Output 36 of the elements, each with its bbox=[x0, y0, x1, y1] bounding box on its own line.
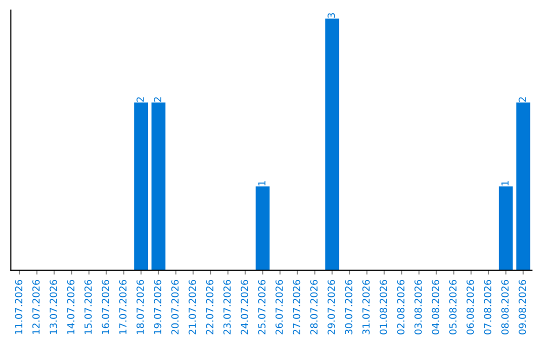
x-tick-label: 01.08.2026 bbox=[380, 280, 388, 334]
x-tick-label: 09.08.2026 bbox=[518, 280, 526, 334]
x-tick-label: 16.07.2026 bbox=[102, 280, 110, 334]
x-tick-label: 15.07.2026 bbox=[84, 280, 92, 334]
x-tick-label: 12.07.2026 bbox=[32, 280, 40, 334]
x-tick-label: 28.07.2026 bbox=[310, 280, 318, 334]
x-tick-label: 20.07.2026 bbox=[171, 280, 179, 334]
x-tick-label: 04.08.2026 bbox=[432, 280, 440, 334]
data-label: 2 bbox=[518, 97, 526, 102]
x-tick-label: 30.07.2026 bbox=[344, 280, 352, 334]
x-tick-label: 06.08.2026 bbox=[466, 280, 474, 334]
x-tick-label: 05.08.2026 bbox=[449, 280, 457, 334]
x-tick-label: 22.07.2026 bbox=[206, 280, 214, 334]
x-tick-label: 27.07.2026 bbox=[292, 280, 300, 334]
x-tick-label: 11.07.2026 bbox=[14, 280, 22, 334]
x-tick-label: 19.07.2026 bbox=[154, 280, 162, 334]
x-tick-label: 13.07.2026 bbox=[50, 280, 58, 334]
x-tick-label: 07.08.2026 bbox=[484, 280, 492, 334]
data-label: 1 bbox=[258, 181, 266, 186]
x-tick-label: 02.08.2026 bbox=[397, 280, 404, 334]
x-tick-label: 29.07.2026 bbox=[328, 280, 335, 334]
x-tick-label: 24.07.2026 bbox=[240, 280, 248, 334]
data-label: 2 bbox=[136, 97, 144, 102]
data-label: 2 bbox=[154, 97, 162, 102]
x-tick-label: 31.07.2026 bbox=[362, 280, 370, 334]
data-label: 3 bbox=[328, 13, 335, 18]
x-tick-label: 25.07.2026 bbox=[258, 280, 266, 334]
x-tick-label: 08.08.2026 bbox=[501, 280, 509, 334]
x-tick-label: 03.08.2026 bbox=[414, 280, 422, 334]
x-tick-label: 23.07.2026 bbox=[223, 280, 231, 334]
x-tick-label: 14.07.2026 bbox=[67, 280, 74, 334]
data-label: 1 bbox=[501, 181, 509, 186]
x-tick-label: 21.07.2026 bbox=[188, 280, 196, 334]
x-tick-label: 18.07.2026 bbox=[136, 280, 144, 334]
x-tick-label: 26.07.2026 bbox=[276, 280, 283, 334]
x-tick-label: 17.07.2026 bbox=[119, 280, 127, 334]
